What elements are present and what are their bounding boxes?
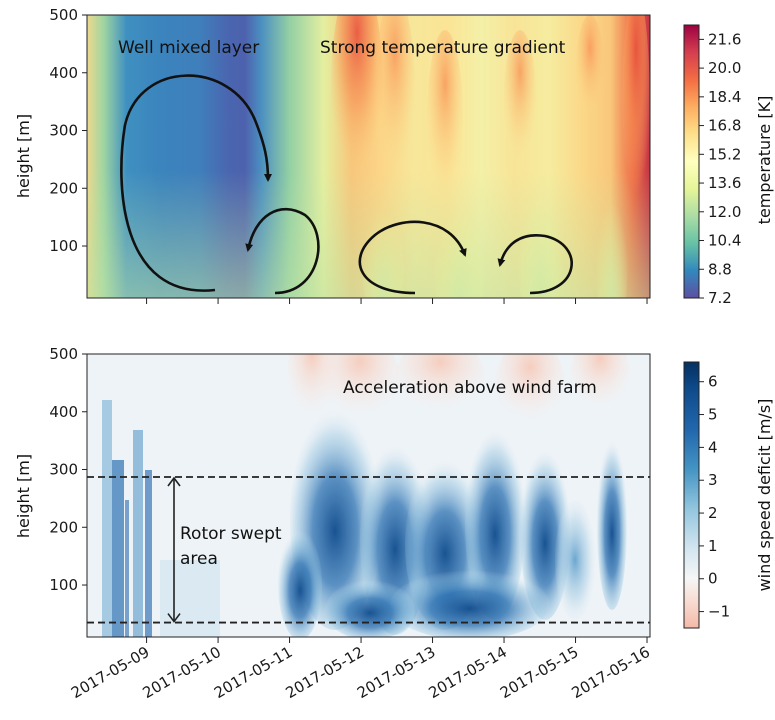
colorbar-tick-label: 21.6: [708, 30, 741, 48]
small-loop-arrow: [245, 208, 320, 295]
circulation-arrows-top: [120, 74, 573, 295]
annotation-well-mixed: Well mixed layer: [118, 38, 259, 58]
temperature-x-ticks: [146, 298, 648, 304]
temperature-colorbar-label: temperature [K]: [755, 96, 774, 225]
colorbar-tick-label: 13.6: [708, 174, 741, 192]
annotation-gradient: Strong temperature gradient: [320, 38, 566, 58]
y-tick-label: 400: [49, 64, 78, 82]
y-tick-label: 500: [49, 6, 78, 24]
rotor-span-arrow: [167, 476, 181, 623]
y-tick-label: 500: [49, 345, 78, 363]
x-tick-label: 2017-05-13: [354, 643, 439, 702]
temperature-colorbar-ticks: 7.2 8.8 10.4 12.0 13.6 15.2 16.8 18.4 20.0 21.6: [699, 30, 741, 307]
colorbar-tick-label: 0: [708, 570, 718, 588]
annotation-area: area: [180, 549, 218, 569]
colorbar-tick-label: 7.2: [708, 289, 732, 307]
large-loop-arrow: [120, 74, 272, 292]
temperature-plot-frame: [86, 14, 651, 299]
colorbar-tick-label: 6: [708, 373, 718, 391]
colorbar-tick-label: 1: [708, 537, 718, 555]
temperature-heatmap: [87, 15, 650, 298]
y-tick-label: 300: [49, 122, 78, 140]
x-tick-label: 2017-05-15: [497, 643, 582, 702]
temperature-y-label: height [m]: [14, 114, 33, 198]
colorbar-tick-label: 15.2: [708, 145, 741, 163]
colorbar-tick-label: 4: [708, 438, 718, 456]
colorbar-tick-label: 3: [708, 471, 718, 489]
x-tick-label: 2017-05-14: [426, 643, 511, 702]
x-tick-label: 2017-05-11: [211, 643, 296, 702]
colorbar-tick-label: 20.0: [708, 59, 741, 77]
loop-arrow-4: [497, 233, 573, 295]
colorbar-tick-label: 16.8: [708, 117, 741, 135]
y-tick-label: 400: [49, 403, 78, 421]
x-tick-label: 2017-05-12: [283, 643, 368, 702]
y-tick-label: 300: [49, 461, 78, 479]
colorbar-tick-label: 12.0: [708, 203, 741, 221]
annotation-rotor-swept: Rotor swept: [180, 524, 282, 544]
temperature-colorbar: [683, 24, 700, 299]
y-tick-label: 100: [49, 237, 78, 255]
x-tick-label: 2017-05-09: [68, 643, 153, 702]
x-tick-label: 2017-05-16: [569, 643, 654, 702]
colorbar-tick-label: 5: [708, 406, 718, 424]
y-tick-label: 200: [49, 518, 78, 536]
annotation-acceleration: Acceleration above wind farm: [343, 378, 597, 398]
y-tick-label: 100: [49, 576, 78, 594]
y-tick-label: 200: [49, 179, 78, 197]
wind-x-axis: 2017-05-092017-05-102017-05-112017-05-12…: [68, 637, 653, 702]
colorbar-tick-label: 10.4: [708, 232, 741, 250]
wind-colorbar-label: wind speed deficit [m/s]: [755, 399, 774, 592]
wind-y-axis: 100 200 300 400 500: [49, 345, 87, 594]
colorbar-tick-label: 8.8: [708, 260, 732, 278]
wind-deficit-panel: Rotor swept area Acceleration above wind…: [14, 345, 774, 702]
loop-arrow-3: [358, 220, 467, 295]
colorbar-tick-label: −1: [708, 603, 730, 621]
wind-colorbar-ticks: −1 0 1 2 3 4 5 6: [699, 373, 730, 621]
wind-y-label: height [m]: [14, 454, 33, 538]
colorbar-tick-label: 2: [708, 504, 718, 522]
temperature-y-axis: 100 200 300 400 500: [49, 6, 87, 255]
wind-plot-frame: [86, 353, 651, 638]
x-tick-label: 2017-05-10: [140, 643, 225, 702]
temperature-panel: Well mixed layer Strong temperature grad…: [14, 6, 774, 307]
colorbar-tick-label: 18.4: [708, 88, 741, 106]
wind-colorbar: [683, 361, 700, 629]
wind-deficit-heatmap: [87, 354, 650, 637]
